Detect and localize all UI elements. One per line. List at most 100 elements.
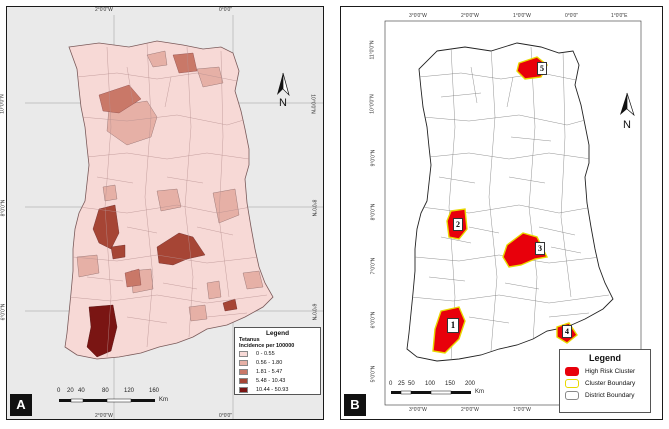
district [172,52,198,74]
legend-a: Legend Tetanus Incidence per 100000 0 - … [234,327,321,395]
panel-label: A [10,394,32,416]
cluster-label: 4 [562,325,572,338]
district [146,50,168,68]
cluster-label: 3 [535,242,545,255]
panel-label: B [344,394,366,416]
scale-bar [59,398,155,403]
district [188,304,208,322]
lon-label: 0°0'0" [565,13,579,19]
lat-label: 6°0'0"N [0,303,7,321]
scale-label: 0 [57,388,61,394]
district [98,84,142,114]
legend-row: 0 - 0.55 [235,349,320,358]
lat-label: 10°0'0"N [369,94,376,114]
district [196,66,224,88]
lat-label: 8°0'0"N [0,199,7,217]
lat-label: 8°0'0"N [310,199,317,217]
district [242,270,264,290]
cluster-label: 2 [453,218,463,231]
scale-unit: Km [475,389,484,395]
district [206,280,222,300]
country-shape [406,42,614,362]
scale-label: 150 [445,381,456,387]
lon-label: 1°0'0"E [611,13,628,19]
scale-unit: Km [159,397,168,403]
legend-subtitle: Tetanus [239,337,260,343]
lon-label: 3°0'0"W [409,13,427,19]
legend-title: Legend [265,330,290,337]
panel-b: N 1 2 3 4 5 3°0'0"W 2°0'0"W 1°0'0"W 0°0'… [340,6,663,420]
scale-label: 50 [408,381,415,387]
lat-label: 10°0'0"N [309,94,316,114]
district [92,204,120,250]
lon-label: 3°0'0"W [409,407,427,413]
legend-range: 0.56 - 1.80 [256,359,283,366]
district [110,244,126,260]
lat-label: 11°0'0"N [369,40,376,60]
legend-item-label: High Risk Cluster [585,367,636,375]
cluster-label: 5 [537,62,547,75]
lon-label: 0°0'0" [219,7,233,13]
lon-label: 2°0'0"W [95,413,113,419]
lat-label: 6°0'0"N [370,311,377,329]
legend-swatch [239,377,248,384]
lon-label: 2°0'0"W [461,13,479,19]
district [102,184,118,202]
scale-label: 160 [149,388,160,394]
panel-a: N 2°0'0"W 0°0'0" 2°0'0"W 0°0'0" 10°0'0"N… [0,6,324,420]
legend-row: District Boundary [560,389,650,401]
north-arrow-icon: N [620,92,635,131]
legend-item-label: Cluster Boundary [585,379,636,387]
legend-range: 0 - 0.55 [256,350,275,357]
lat-label: 6°0'0"N [310,303,317,321]
lat-label: 10°0'0"N [0,94,6,114]
legend-swatch [239,386,248,393]
scale-label: 20 [67,388,74,394]
district [76,254,100,278]
lon-label: 2°0'0"W [461,407,479,413]
lon-label: 1°0'0"W [513,407,531,413]
lat-label: 8°0'0"N [370,203,377,221]
lat-label: 7°0'0"N [370,257,377,275]
map-frame [384,20,642,406]
district [124,268,142,288]
legend-swatch [239,350,248,357]
legend-range: 1.81 - 5.47 [256,368,283,375]
cluster-3 [502,232,549,268]
legend-row: 0.56 - 1.80 [235,358,320,367]
legend-range: 5.48 - 10.43 [256,377,286,384]
scale-bar [391,390,471,395]
legend-row: 10.44 - 50.93 [235,385,320,394]
map-a: N [25,15,323,419]
scale-label: 80 [102,388,109,394]
lat-label: 9°0'0"N [370,149,377,167]
north-label: N [623,119,631,131]
lon-label: 0°0'0" [219,413,233,419]
legend-row: High Risk Cluster [560,365,650,377]
scale-label: 40 [78,388,85,394]
legend-swatch [565,390,579,400]
legend-subtitle: Incidence per 100000 [239,343,295,349]
legend-row: Cluster Boundary [560,377,650,389]
legend-swatch [239,368,248,375]
north-label: N [279,97,287,109]
district [222,298,238,312]
legend-range: 10.44 - 50.93 [256,386,289,393]
legend-item-label: District Boundary [585,391,635,399]
cluster-label: 1 [447,318,459,333]
legend-swatch [565,366,579,376]
scale-label: 25 [398,381,405,387]
legend-swatch [239,359,248,366]
lon-label: 1°0'0"W [513,13,531,19]
lat-label: 5°0'0"N [370,365,377,383]
lon-label: 2°0'0"W [95,7,113,13]
legend-b: Legend High Risk Cluster Cluster Boundar… [559,349,651,413]
scale-label: 100 [425,381,436,387]
scale-label: 120 [124,388,135,394]
scale-label: 200 [465,381,476,387]
legend-swatch [565,378,579,388]
north-arrow-icon: N [277,72,290,109]
legend-title: Legend [588,353,621,363]
legend-row: 1.81 - 5.47 [235,367,320,376]
